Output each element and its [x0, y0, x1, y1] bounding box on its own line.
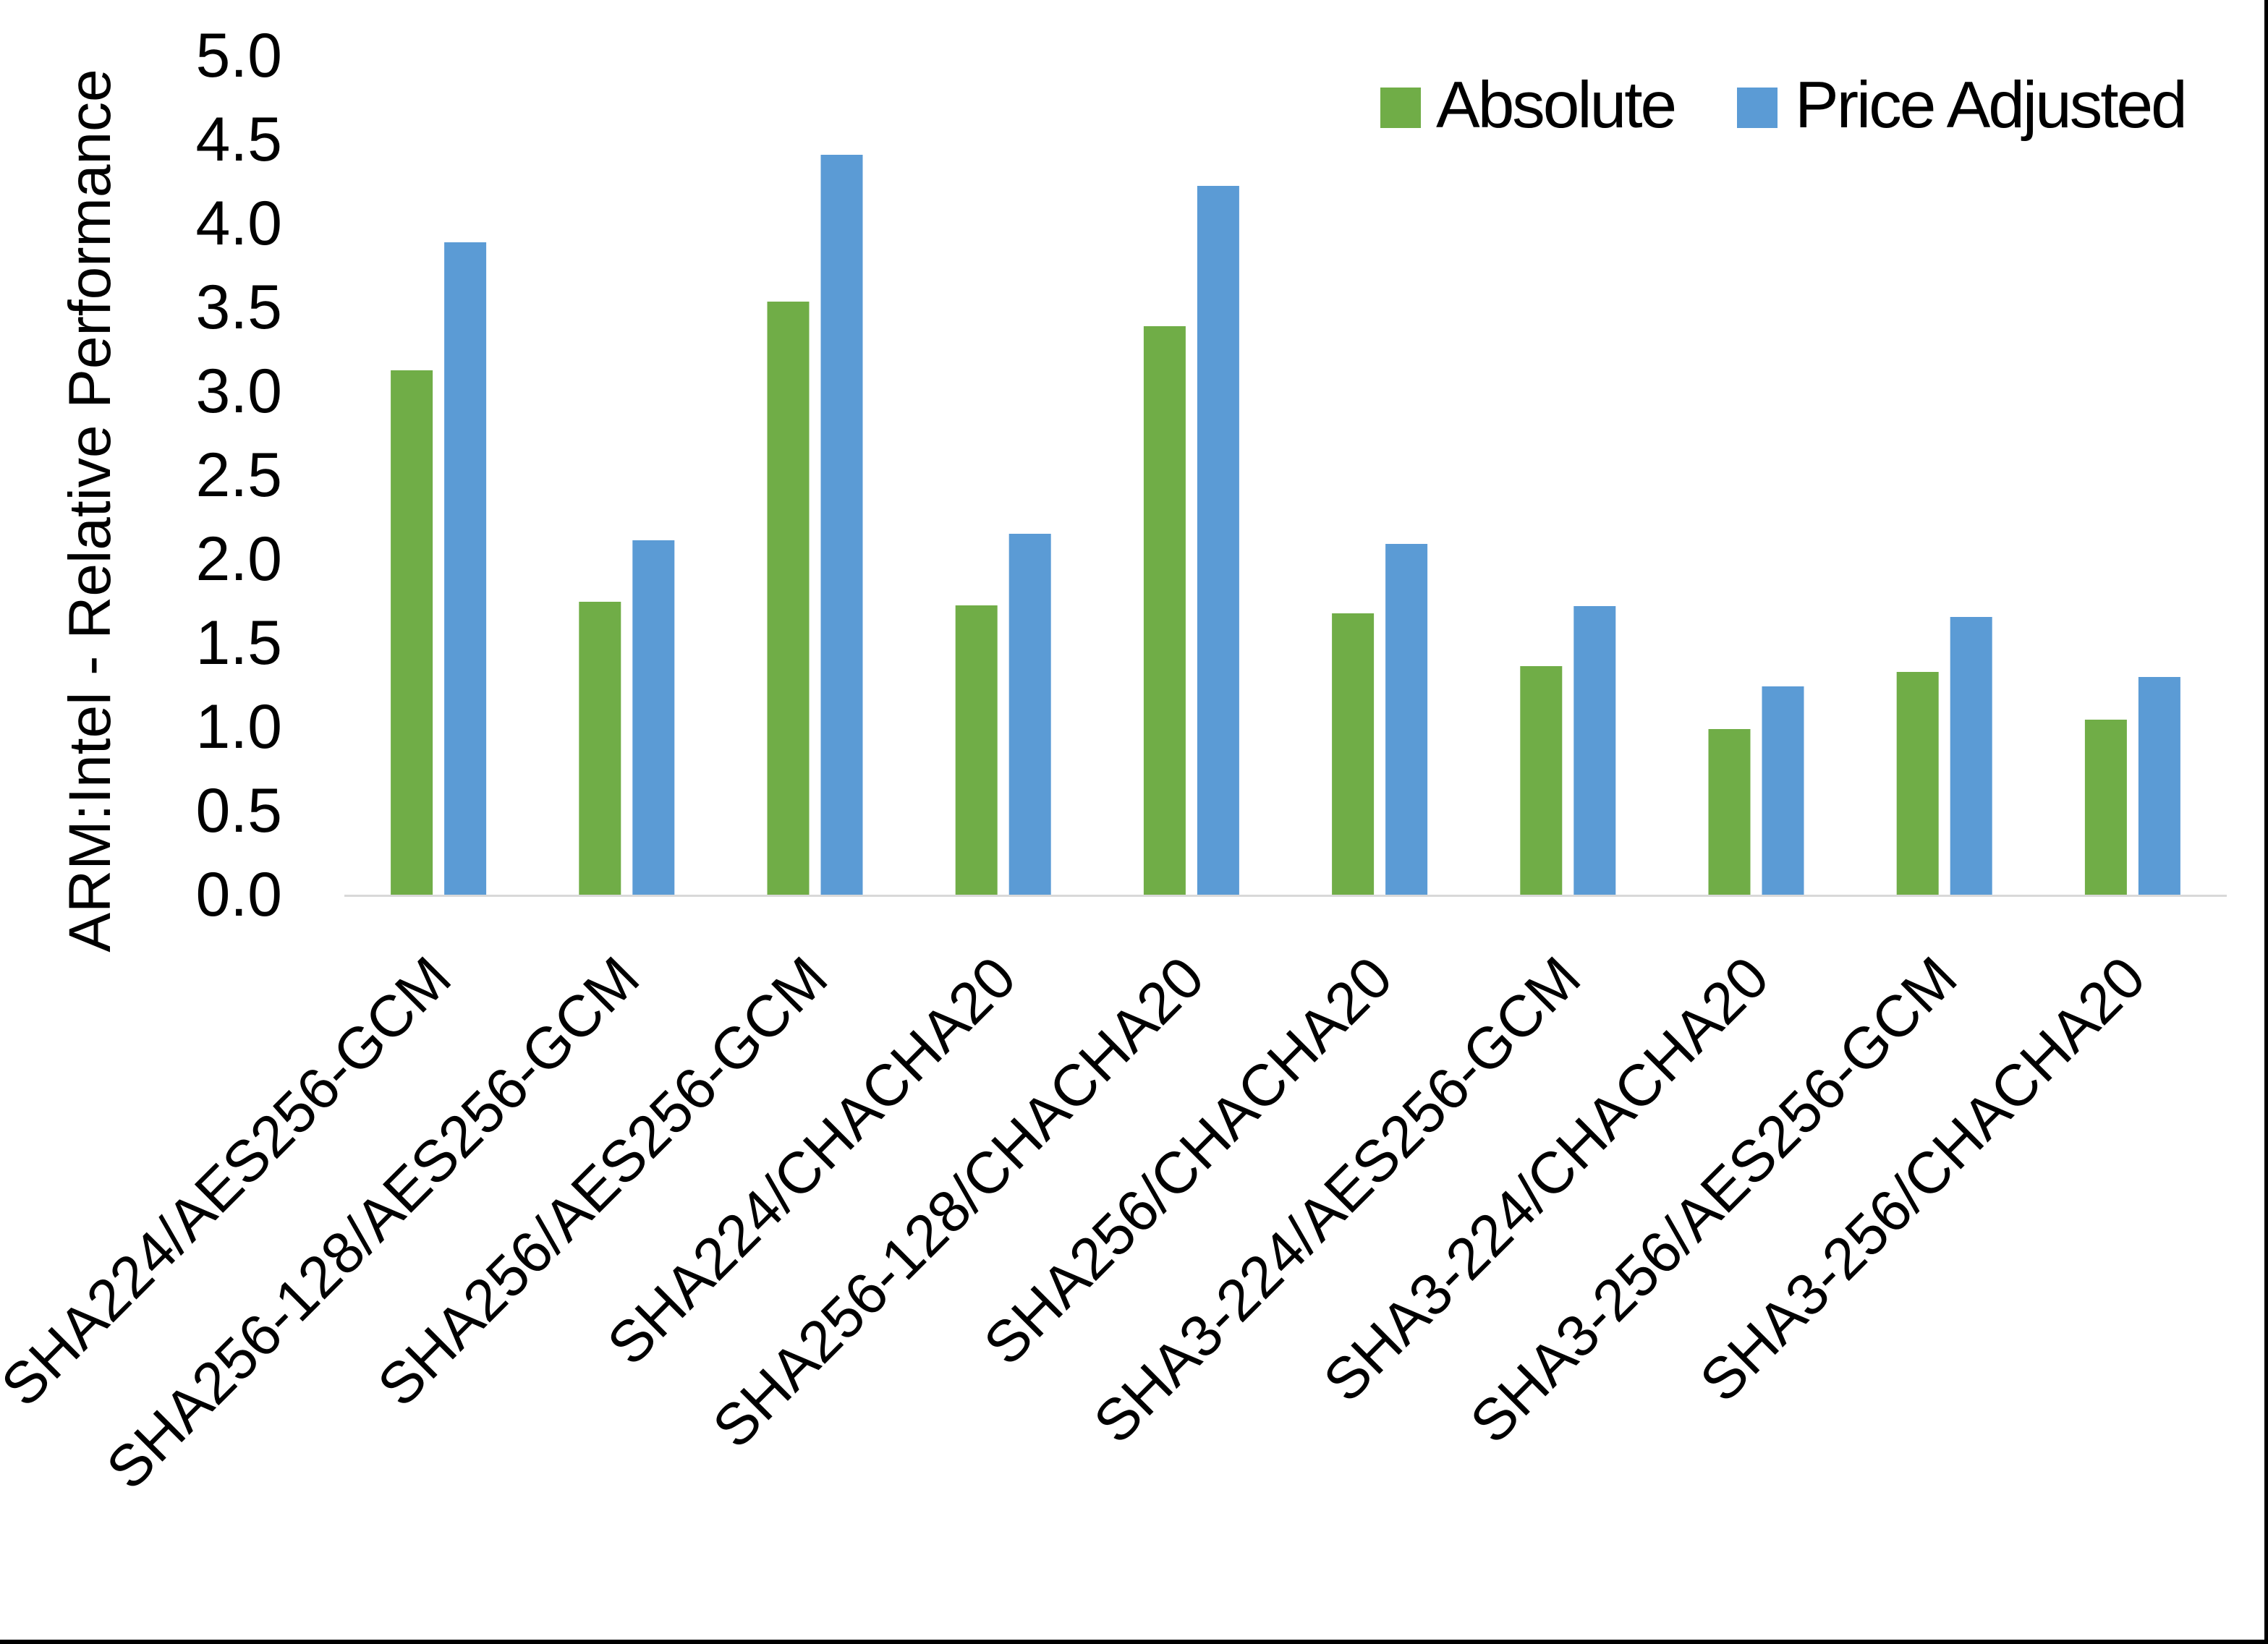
svg-text:Absolute: Absolute	[1436, 69, 1675, 142]
svg-text:4.0: 4.0	[195, 189, 282, 258]
svg-text:0.5: 0.5	[195, 776, 282, 846]
svg-text:1.0: 1.0	[195, 692, 282, 762]
svg-text:5.0: 5.0	[195, 21, 282, 90]
svg-text:ARM:Intel - Relative Performan: ARM:Intel - Relative Performance	[57, 69, 123, 952]
svg-text:2.5: 2.5	[195, 440, 282, 510]
svg-text:4.5: 4.5	[195, 105, 282, 174]
svg-text:3.0: 3.0	[195, 357, 282, 426]
svg-text:2.0: 2.0	[195, 524, 282, 594]
svg-text:0.0: 0.0	[195, 860, 282, 929]
svg-text:1.5: 1.5	[195, 608, 282, 678]
svg-text:3.5: 3.5	[195, 273, 282, 342]
svg-text:Price Adjusted: Price Adjusted	[1795, 69, 2186, 142]
